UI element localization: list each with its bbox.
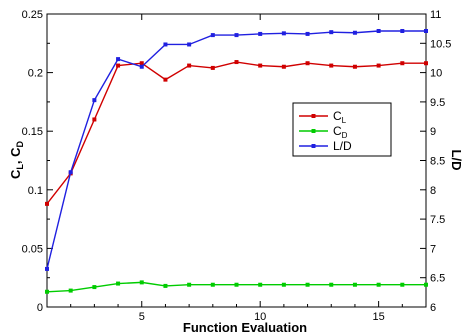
right-y-tick-label: 10 — [430, 68, 442, 80]
series-0-point — [234, 60, 239, 65]
x-tick-label: 10 — [254, 311, 266, 323]
series-1-point — [45, 289, 49, 294]
series-1-point — [329, 282, 334, 287]
left-y-tick-label: 0.1 — [28, 185, 43, 197]
series-0-point — [187, 63, 192, 68]
series-2-point — [234, 33, 239, 38]
right-y-tick-label: 6 — [430, 302, 436, 314]
series-0-point — [400, 61, 405, 66]
plot-frame — [46, 13, 427, 308]
series-0-point — [376, 63, 381, 68]
series-2-point — [352, 30, 357, 35]
left-y-axis-title: CL, CD — [8, 140, 25, 179]
series-1-point — [68, 288, 73, 293]
series-2-point — [92, 98, 97, 103]
legend-label-2: L/D — [333, 139, 352, 153]
series-1-point — [163, 283, 168, 288]
right-y-tick-label: 10.5 — [430, 38, 451, 50]
series-0-point — [424, 61, 428, 66]
series-1-point — [305, 282, 310, 287]
right-y-tick-label: 6.5 — [430, 273, 445, 285]
left-y-tick-label: 0.05 — [22, 243, 43, 255]
right-y-axis-ticks: 6 6.5 7 7.5 8 8.5 9 9.5 10 10.5 11 — [420, 9, 451, 314]
series-1-point — [352, 282, 357, 287]
series-0-point — [116, 63, 121, 68]
series-0-point — [163, 77, 168, 82]
series-2-point — [424, 28, 428, 33]
left-y-tick-label: 0.15 — [22, 126, 43, 138]
series-2-point — [376, 28, 381, 33]
legend-box — [292, 102, 392, 157]
series-2-point — [281, 31, 286, 36]
series-1-point — [187, 282, 192, 287]
left-y-axis-ticks: 0 0.05 0.1 0.15 0.2 0.25 — [22, 9, 53, 314]
right-y-tick-label: 11 — [430, 9, 441, 21]
series-1-point — [258, 282, 263, 287]
right-y-tick-label: 9.5 — [430, 97, 445, 109]
x-axis-title: Function Evaluation — [183, 320, 307, 335]
series-1-point — [116, 281, 121, 286]
series-0-point — [139, 61, 144, 66]
left-y-tick-label: 0 — [37, 302, 43, 314]
x-tick-label: 5 — [139, 311, 145, 323]
series-1-point — [376, 282, 381, 287]
series-2-point — [68, 170, 73, 175]
legend-label-1: CD — [333, 124, 348, 140]
series-2-point — [305, 31, 310, 36]
series-2-point — [116, 57, 121, 62]
series-2-point — [329, 30, 334, 35]
series-1-point — [234, 282, 239, 287]
series-2-point — [139, 64, 144, 69]
right-y-tick-label: 7.5 — [430, 214, 445, 226]
series-0-point — [305, 61, 310, 66]
series-1-point — [92, 285, 97, 290]
series-2-point — [400, 28, 405, 33]
right-y-tick-label: 8.5 — [430, 156, 445, 168]
series-1-point — [210, 282, 215, 287]
series-layer — [45, 28, 428, 294]
left-y-tick-label: 0.2 — [28, 68, 43, 80]
x-tick-label: 15 — [373, 311, 385, 323]
series-1-point — [400, 282, 405, 287]
series-2-point — [163, 42, 168, 47]
plot-border — [46, 13, 427, 308]
series-2-point — [45, 266, 49, 271]
series-0-point — [281, 64, 286, 69]
series-1-point — [139, 280, 144, 285]
series-0-point — [210, 65, 215, 70]
right-y-axis-title: L/D — [449, 150, 463, 171]
right-y-tick-label: 7 — [430, 243, 436, 255]
series-1-point — [281, 282, 286, 287]
series-1-point — [424, 282, 428, 287]
series-0-point — [258, 63, 263, 68]
series-2-point — [258, 31, 263, 36]
left-y-tick-label: 0.25 — [22, 9, 43, 21]
right-y-tick-label: 8 — [430, 185, 436, 197]
series-2-point — [210, 33, 215, 38]
series-0-point — [92, 117, 97, 122]
series-2-point — [187, 42, 192, 47]
series-0-point — [352, 64, 357, 69]
legend-marker-2 — [311, 144, 316, 148]
legend-label-0: CL — [333, 109, 347, 125]
series-0-point — [45, 201, 49, 206]
right-y-tick-label: 9 — [430, 126, 436, 138]
legend-marker-1 — [311, 129, 316, 133]
series-0-point — [329, 63, 334, 68]
legend-marker-0 — [311, 114, 316, 118]
